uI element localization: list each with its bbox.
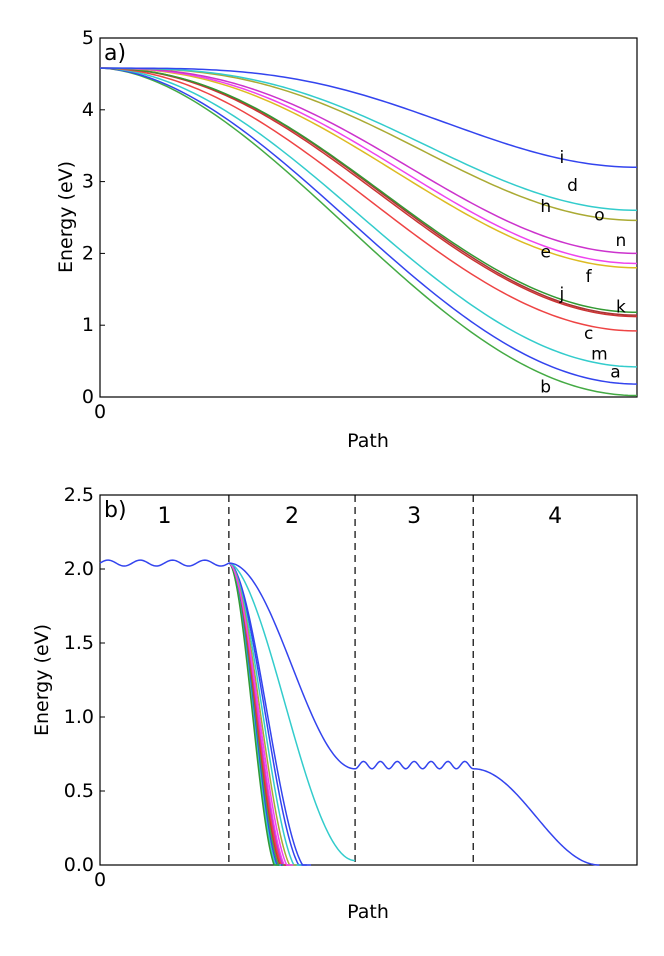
series-line-c (99, 67, 638, 332)
curve-label-o: o (594, 205, 604, 225)
region-label-2: 2 (285, 504, 299, 529)
panel-b-y-ticks: 0.0 0.5 1.0 1.5 2.0 2.5 (64, 484, 105, 876)
panel-a-curve-labels: idh on e f j k cma b (540, 148, 626, 398)
panel-a-y-ticks: 0 1 2 3 4 5 (82, 27, 105, 408)
y-tick-label: 4 (82, 99, 94, 121)
y-tick-label: 0.5 (64, 780, 94, 802)
panel-b-region-labels: 1 2 3 4 (157, 504, 562, 529)
curve-label-n: n (615, 231, 626, 251)
y-tick-label: 3 (82, 171, 94, 193)
panel-a: 0 1 2 3 4 5 idh on e f j k cma b a) 0 Path Energy (e… (55, 27, 638, 452)
panel-a-x-axis-label: Path (347, 430, 389, 452)
fan-curve (228, 562, 280, 866)
y-tick-label: 0.0 (64, 854, 94, 876)
series-line-e (100, 67, 638, 269)
curve-label-b: b (540, 378, 551, 398)
fan-curve (228, 562, 294, 866)
tail-curve (228, 562, 356, 862)
fan-curve (228, 562, 302, 866)
panel-a-series-group (99, 67, 638, 397)
curve-label-c: c (584, 324, 593, 344)
series-line-d (100, 67, 638, 212)
series-line-m (99, 67, 638, 368)
y-tick-label: 2.5 (64, 484, 94, 506)
curve-label-e: e (540, 243, 550, 263)
curve-label-d: d (567, 176, 578, 196)
y-tick-label: 2 (82, 242, 94, 264)
series-line-h (100, 67, 638, 255)
series-line-i (100, 67, 638, 168)
region-label-3: 3 (407, 504, 421, 529)
panel-b: 0.0 0.5 1.0 1.5 2.0 2.5 1 2 3 4 b) 0 Path Energy… (31, 484, 638, 923)
y-tick-label: 0 (82, 386, 94, 408)
curve-label-h: h (540, 197, 551, 217)
panel-a-x-tick-label: 0 (94, 401, 106, 423)
y-tick-label: 2.0 (64, 558, 94, 580)
series-line-n (100, 67, 638, 265)
panel-a-tag: a) (104, 41, 126, 66)
series-line-f (99, 67, 638, 314)
y-tick-label: 1 (82, 314, 94, 336)
curve-label-f: f (586, 267, 593, 287)
curve-label-a: a (610, 363, 620, 383)
series-line-b (99, 67, 638, 397)
curve-label-i: i (559, 148, 564, 168)
panel-b-region-dividers (228, 495, 474, 865)
y-tick-label: 1.5 (64, 632, 94, 654)
y-tick-label: 5 (82, 27, 94, 49)
curve-label-j: j (558, 284, 564, 304)
panel-b-y-axis-label: Energy (eV) (31, 624, 53, 736)
panel-a-frame (99, 37, 638, 398)
panel-b-tag: b) (104, 498, 127, 523)
series-line-a (99, 67, 638, 385)
panel-b-frame (99, 494, 638, 866)
panel-b-x-tick-label: 0 (94, 869, 106, 891)
series-line-k (99, 67, 638, 318)
series-line-j (99, 67, 638, 316)
curve-label-m: m (591, 345, 608, 365)
panel-b-x-axis-label: Path (347, 901, 389, 923)
region-label-1: 1 (157, 504, 171, 529)
fan-curve (228, 562, 307, 866)
curve-label-k: k (616, 297, 626, 317)
y-tick-label: 1.0 (64, 706, 94, 728)
region-label-4: 4 (548, 504, 562, 529)
panel-b-series-group (99, 559, 600, 866)
main-path-curve (99, 559, 600, 866)
panel-a-y-axis-label: Energy (eV) (55, 161, 77, 273)
